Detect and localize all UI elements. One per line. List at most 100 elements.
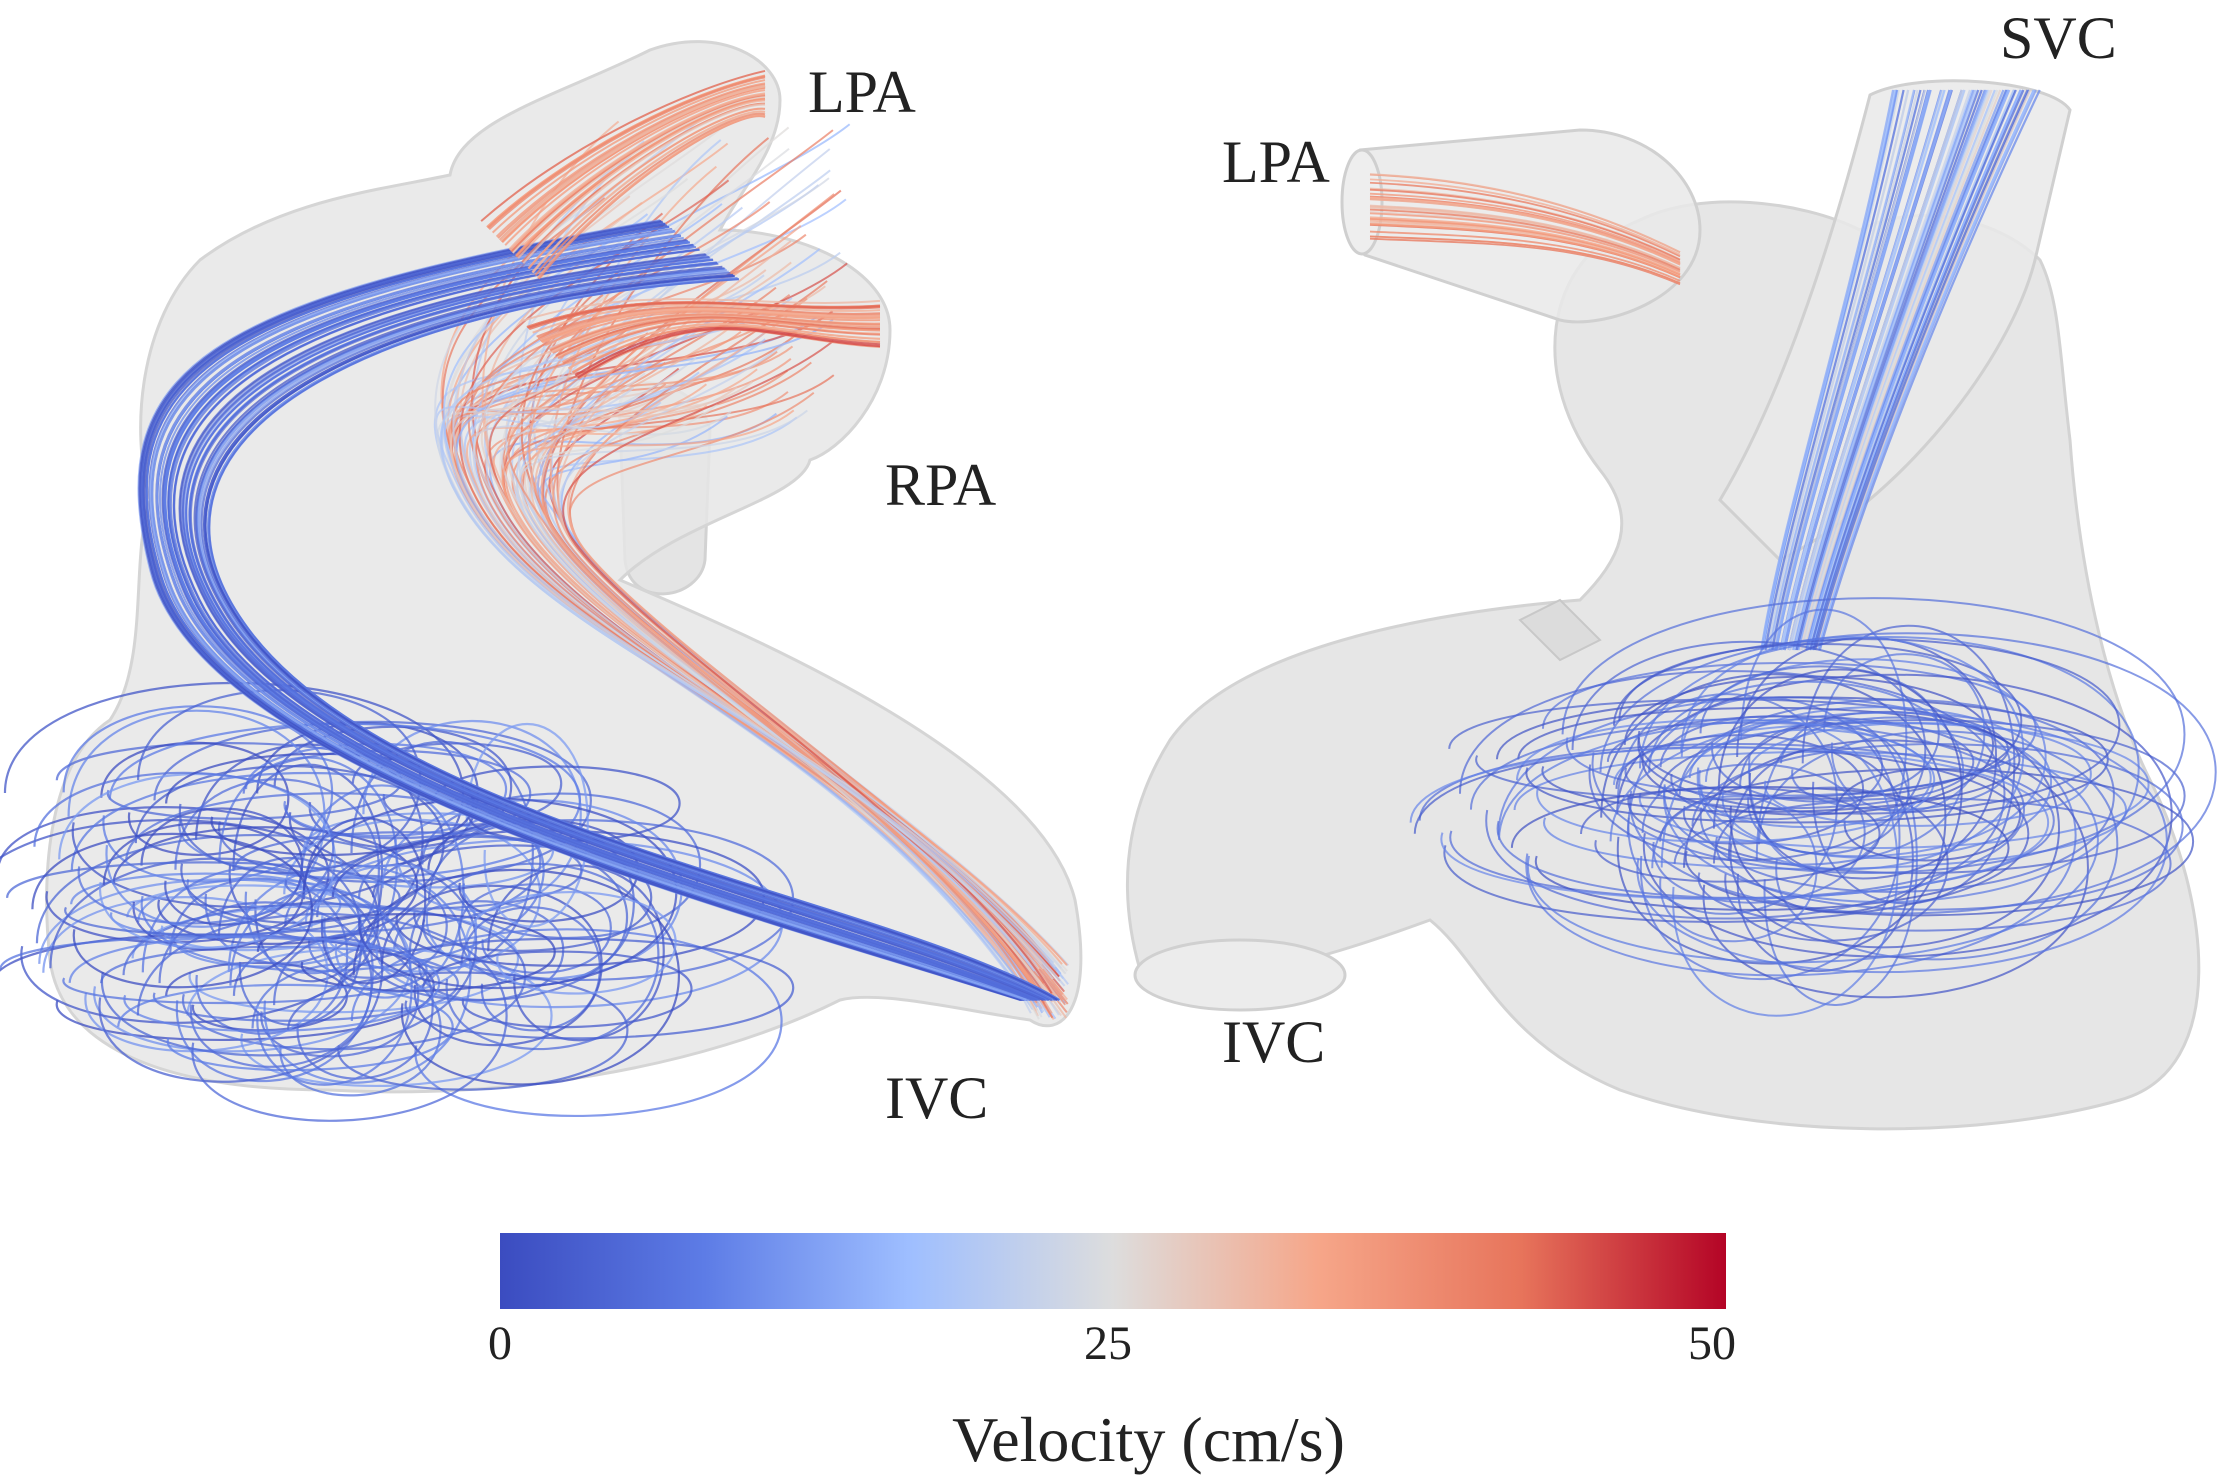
right-small-stub <box>1518 598 1602 662</box>
streamline <box>337 937 795 1040</box>
streamline <box>536 114 766 279</box>
streamline <box>465 891 677 995</box>
streamline <box>549 313 881 352</box>
streamline <box>169 245 1039 1001</box>
streamline <box>1369 188 1681 261</box>
streamline <box>531 110 766 273</box>
streamline <box>316 835 629 1002</box>
streamline <box>1369 237 1681 286</box>
streamline <box>145 225 1025 1001</box>
streamline <box>1766 89 1910 651</box>
streamline <box>174 778 381 965</box>
streamline <box>1498 718 2099 964</box>
streamline <box>1769 89 1919 651</box>
streamline <box>515 97 766 257</box>
streamline <box>186 946 553 1088</box>
right-lpa-opening <box>1340 148 1384 256</box>
streamline <box>1812 89 2025 651</box>
streamline <box>1801 89 1999 651</box>
streamline <box>1809 89 2017 651</box>
streamline <box>1673 797 2172 932</box>
streamline <box>555 316 881 357</box>
left-streamlines <box>0 69 1070 1122</box>
streamline <box>233 831 583 910</box>
colorbar-tick-min: 0 <box>488 1317 512 1370</box>
streamline <box>1780 716 2011 811</box>
streamline <box>498 84 766 241</box>
streamline <box>1740 608 1908 872</box>
streamline <box>188 261 1049 1001</box>
streamline <box>273 933 434 1080</box>
velocity-colorbar <box>500 1233 1726 1309</box>
streamline <box>172 248 1041 1001</box>
streamline <box>501 86 766 244</box>
streamline <box>1369 196 1681 265</box>
streamline <box>491 79 766 234</box>
streamline <box>156 234 1031 1001</box>
streamline <box>1712 710 2061 949</box>
streamline <box>200 271 1056 1001</box>
streamline <box>422 950 693 1029</box>
streamline <box>1775 89 1932 651</box>
streamline <box>149 228 1027 1001</box>
streamline <box>1369 178 1681 256</box>
streamline <box>504 89 766 246</box>
streamline <box>162 240 1035 1001</box>
label-left-ivc: IVC <box>885 1065 989 1131</box>
streamline <box>517 99 766 259</box>
streamline <box>1771 89 1922 651</box>
streamline <box>1768 89 1915 651</box>
streamline <box>182 256 1046 1001</box>
streamline <box>33 771 335 925</box>
streamline <box>1787 89 1963 651</box>
streamline <box>1369 216 1681 275</box>
streamline <box>1772 89 1927 651</box>
streamline <box>1783 89 1953 651</box>
streamline <box>527 301 881 329</box>
streamline <box>67 709 326 928</box>
streamline <box>179 253 1044 1001</box>
streamline <box>232 936 420 1058</box>
streamline <box>519 338 1041 1007</box>
colorbar-tick-max: 50 <box>1688 1317 1736 1370</box>
streamline <box>125 792 542 933</box>
streamline <box>1799 89 1993 651</box>
streamline <box>487 864 665 1042</box>
streamline <box>1795 89 1983 651</box>
streamline <box>1369 235 1681 284</box>
streamline <box>1517 706 2021 813</box>
streamline <box>1680 635 2025 871</box>
streamline <box>1469 721 2026 899</box>
streamline <box>1369 219 1681 277</box>
streamline <box>134 765 445 924</box>
streamline <box>510 94 766 253</box>
streamline <box>1780 89 1946 651</box>
streamline <box>465 722 589 928</box>
streamline <box>488 76 766 230</box>
streamline <box>1369 205 1681 270</box>
streamline <box>568 323 881 370</box>
streamline <box>1804 89 2005 651</box>
streamline <box>142 222 1023 1001</box>
streamline <box>1764 89 1905 651</box>
streamline <box>1369 173 1681 253</box>
streamline <box>497 83 766 239</box>
streamline <box>204 275 1058 1001</box>
streamline <box>1788 89 1966 651</box>
streamline <box>1369 208 1681 271</box>
streamline <box>544 310 881 347</box>
streamline <box>58 773 337 949</box>
streamline <box>31 832 314 989</box>
streamline <box>138 219 1021 1001</box>
streamline <box>112 826 419 945</box>
streamline <box>1418 743 2055 900</box>
streamline <box>1816 89 2035 651</box>
streamline <box>509 93 766 251</box>
streamline <box>286 971 629 1091</box>
streamline <box>1688 728 1932 829</box>
streamline <box>518 403 1040 1020</box>
streamline <box>1834 768 2022 862</box>
streamline <box>1641 763 1866 904</box>
streamline <box>507 357 1038 1004</box>
streamline <box>1612 638 2121 815</box>
